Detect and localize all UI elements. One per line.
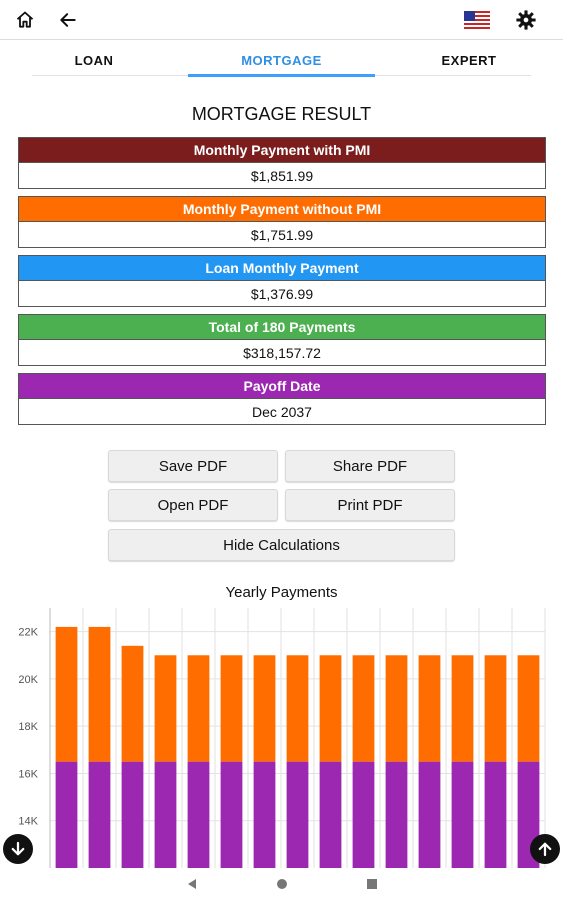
card-label: Loan Monthly Payment: [19, 256, 545, 281]
monthly-payment-without-pmi-card: Monthly Payment without PMI $1,751.99: [18, 196, 546, 248]
y-tick-label: 20K: [18, 674, 38, 686]
y-tick-label: 22K: [18, 627, 38, 639]
tab-bar: LOAN MORTGAGE EXPERT: [32, 44, 531, 77]
chart-bar-segment: [418, 655, 441, 762]
save-pdf-button[interactable]: Save PDF: [108, 450, 278, 482]
chart-bar-segment: [121, 645, 144, 762]
chart-title: Yearly Payments: [225, 584, 338, 601]
y-tick-label: 16K: [18, 768, 38, 780]
chart-bar-segment: [286, 655, 309, 762]
chart-bar-segment: [484, 761, 507, 868]
chart-bar-segment: [385, 761, 408, 868]
monthly-payment-with-pmi-card: Monthly Payment with PMI $1,851.99: [18, 137, 546, 189]
nav-home-icon[interactable]: [274, 876, 290, 892]
chart-bar-segment: [154, 655, 177, 762]
nav-recents-icon[interactable]: [364, 876, 380, 892]
open-pdf-button[interactable]: Open PDF: [108, 489, 278, 521]
gear-icon[interactable]: [514, 8, 538, 32]
chart-bar-segment: [352, 655, 375, 762]
chart-bar-segment: [88, 761, 111, 868]
chart-bar-segment: [220, 655, 243, 762]
y-tick-label: 18K: [18, 721, 38, 733]
chart-bar-segment: [187, 655, 210, 762]
tab-mortgage[interactable]: MORTGAGE: [188, 44, 375, 77]
arrow-up-circle-icon[interactable]: [530, 834, 560, 864]
card-label: Total of 180 Payments: [19, 315, 545, 340]
chart-bar-segment: [451, 761, 474, 868]
chart-bar-segment: [451, 655, 474, 762]
top-app-bar: [0, 0, 563, 40]
arrow-back-icon[interactable]: [56, 8, 80, 32]
chart-bar-segment: [418, 761, 441, 868]
arrow-down-circle-icon[interactable]: [3, 834, 33, 864]
print-pdf-button[interactable]: Print PDF: [285, 489, 455, 521]
loan-monthly-payment-card: Loan Monthly Payment $1,376.99: [18, 255, 546, 307]
page-title: MORTGAGE RESULT: [191, 104, 372, 124]
total-payments-card: Total of 180 Payments $318,157.72: [18, 314, 546, 366]
system-navigation-bar: [0, 868, 563, 900]
card-label: Monthly Payment with PMI: [19, 138, 545, 163]
chart-bar-segment: [319, 655, 342, 762]
tab-loan[interactable]: LOAN: [74, 52, 114, 68]
card-value: $1,376.99: [250, 285, 314, 302]
chart-bar-segment: [88, 626, 111, 762]
chart-bar-segment: [55, 626, 78, 762]
chart-bar-segment: [253, 761, 276, 868]
card-value: $1,751.99: [250, 226, 314, 243]
card-value: Dec 2037: [252, 403, 312, 420]
chart-bar-segment: [484, 655, 507, 762]
chart-bar-segment: [187, 761, 210, 868]
y-tick-label: 14K: [18, 816, 38, 828]
nav-back-icon[interactable]: [184, 876, 200, 892]
yearly-payments-chart: 14K 16K 18K 20K 22K: [18, 608, 546, 868]
chart-bar-segment: [517, 655, 540, 762]
card-value: $318,157.72: [243, 344, 321, 361]
card-label: Monthly Payment without PMI: [19, 197, 545, 222]
chart-bar-segment: [154, 761, 177, 868]
payoff-date-card: Payoff Date Dec 2037: [18, 373, 546, 425]
card-label: Payoff Date: [19, 374, 545, 399]
us-flag-icon[interactable]: [464, 8, 490, 32]
chart-bar-segment: [253, 655, 276, 762]
home-icon[interactable]: [13, 8, 37, 32]
hide-calculations-button[interactable]: Hide Calculations: [108, 529, 455, 561]
card-value: $1,851.99: [250, 167, 314, 184]
chart-bar-segment: [55, 761, 78, 868]
tab-expert[interactable]: EXPERT: [441, 52, 497, 68]
chart-bar-segment: [220, 761, 243, 868]
chart-bar-segment: [121, 761, 144, 868]
chart-bar-segment: [286, 761, 309, 868]
chart-bar-segment: [352, 761, 375, 868]
chart-bar-segment: [385, 655, 408, 762]
share-pdf-button[interactable]: Share PDF: [285, 450, 455, 482]
chart-bar-segment: [319, 761, 342, 868]
